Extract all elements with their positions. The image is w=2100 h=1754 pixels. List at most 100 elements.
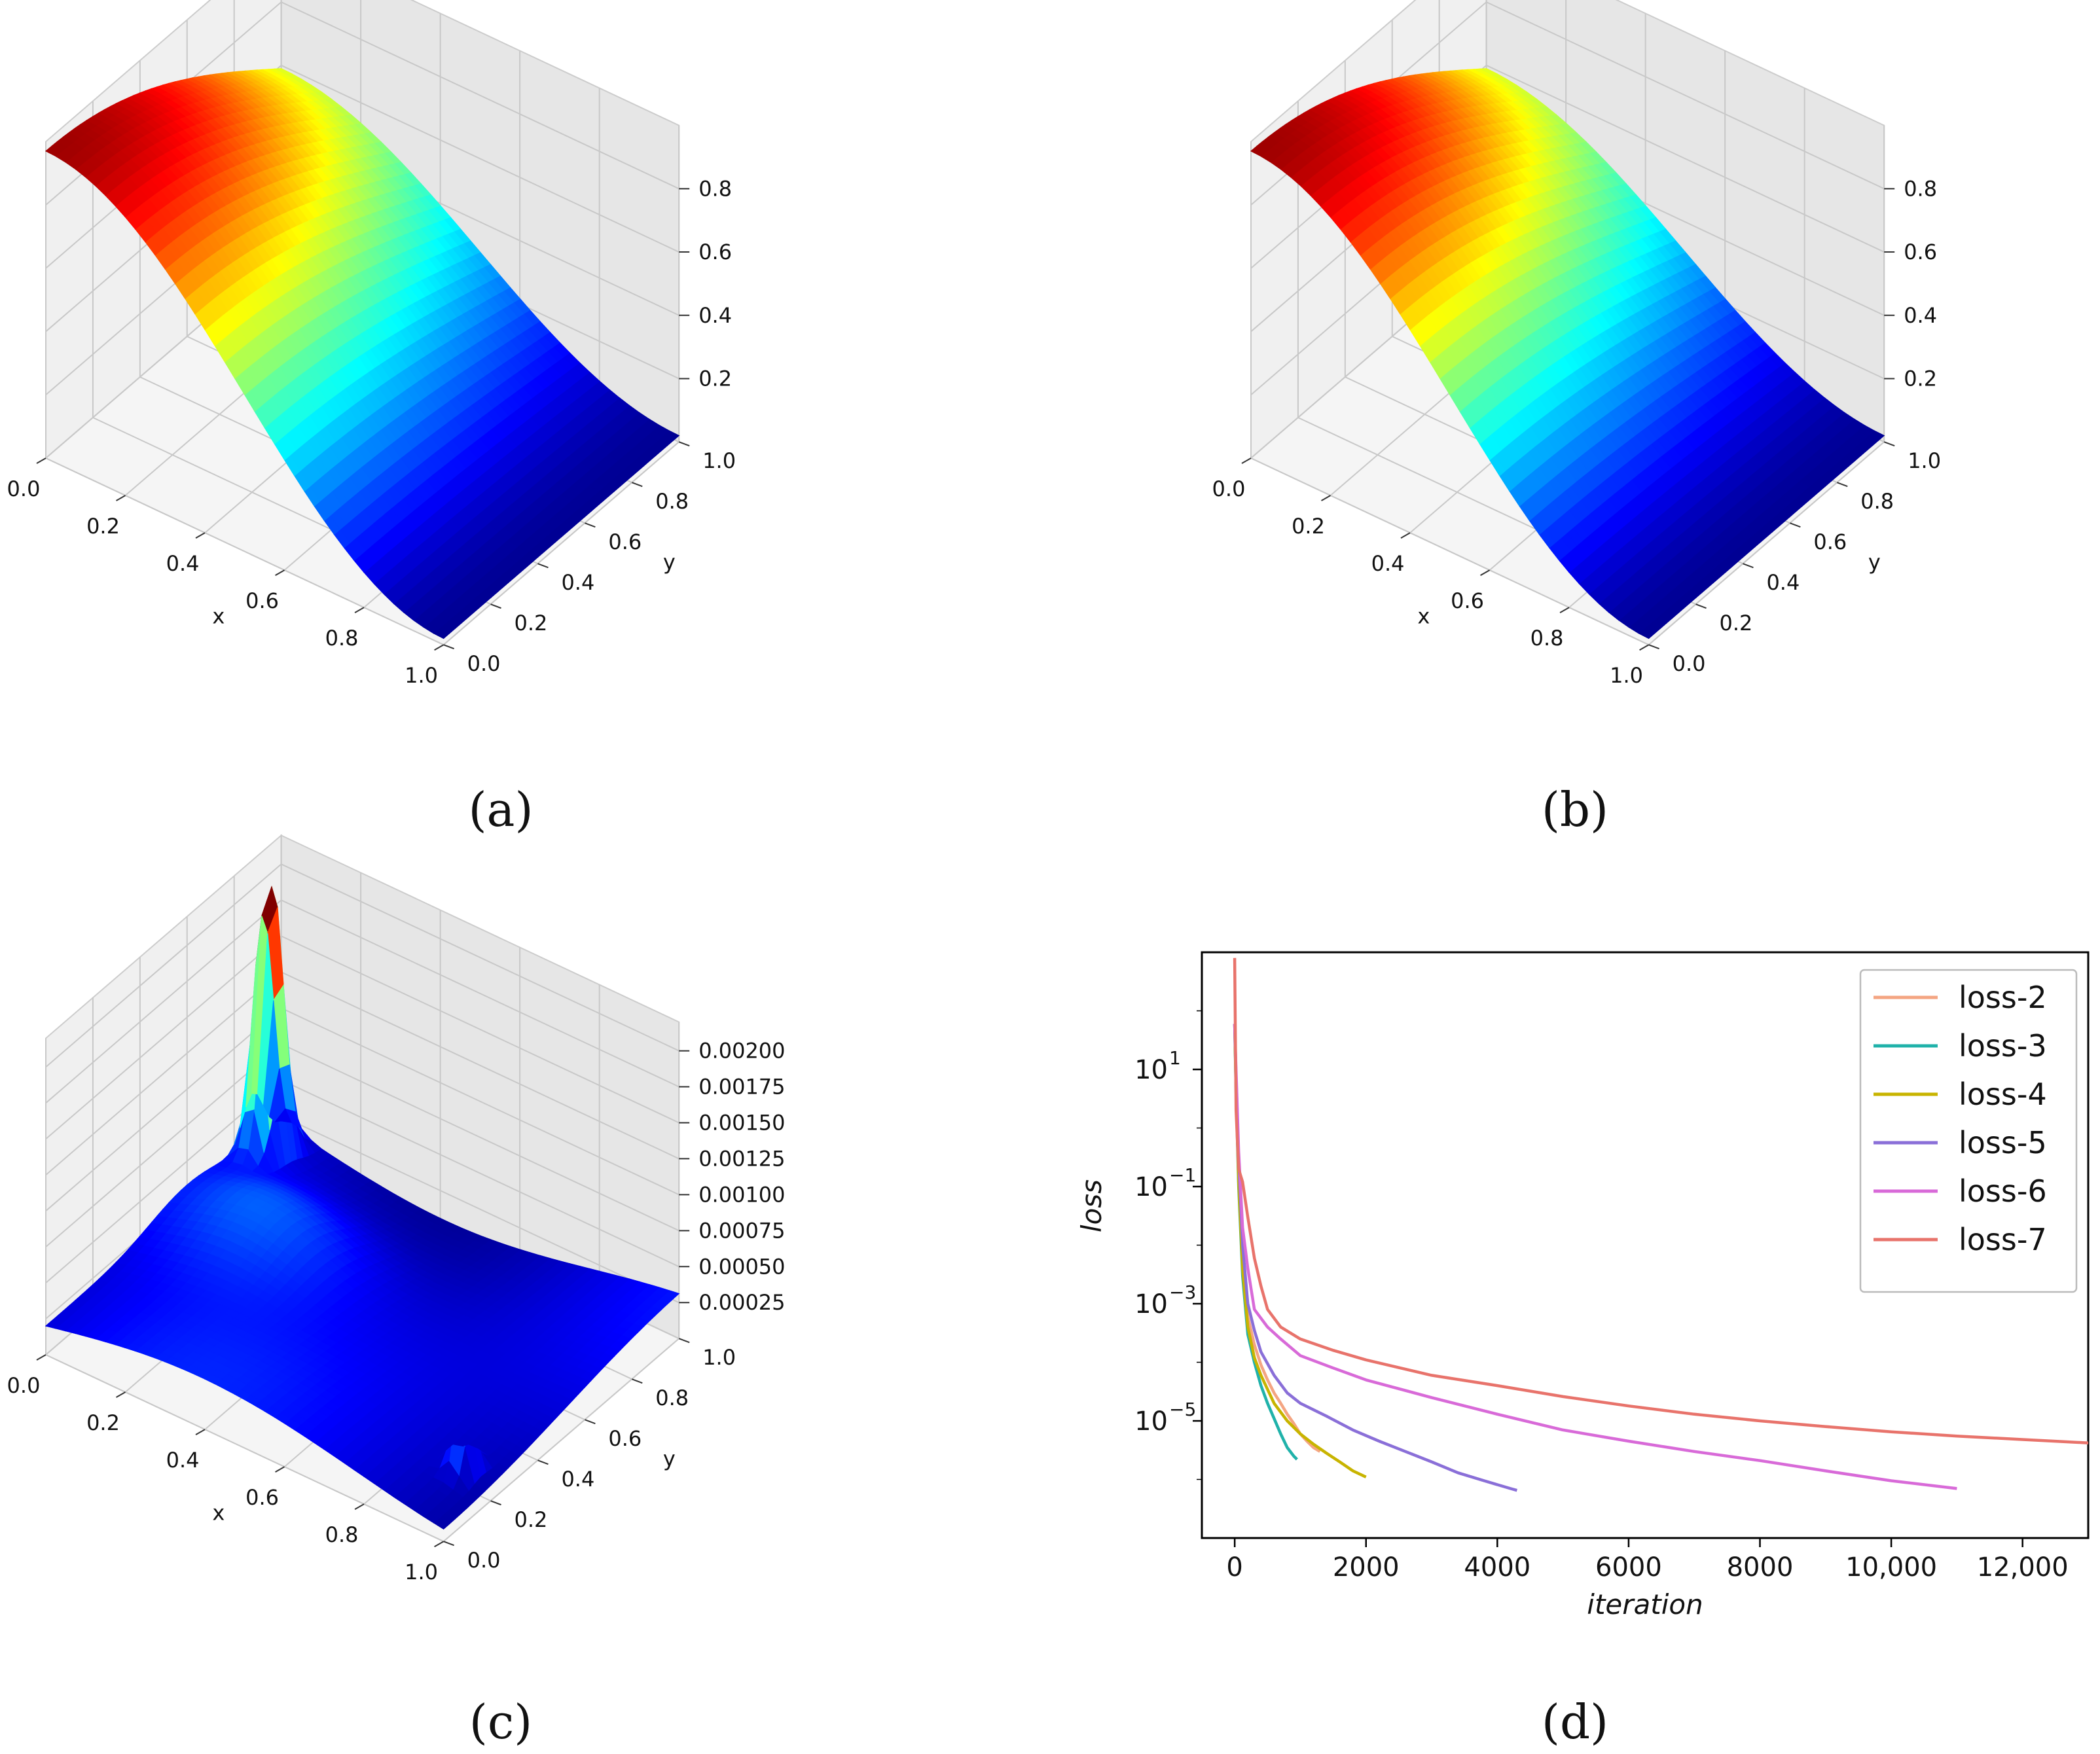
- x-tick-label: 0.8: [1530, 626, 1564, 651]
- surface-facet: [1479, 68, 1498, 75]
- y-tick-mark: [1648, 644, 1659, 650]
- x-tick-label: 0: [1226, 1552, 1242, 1583]
- y-tick-label: 0.2: [1720, 611, 1753, 635]
- y-tick-label: 1.0: [702, 448, 736, 473]
- surface: [1250, 68, 1885, 639]
- y-tick-exponent: −1: [1169, 1164, 1196, 1186]
- y-tick-label: 10: [1134, 1172, 1168, 1202]
- z-tick-label: 0.2: [698, 366, 732, 391]
- y-tick-label: 0.4: [561, 1467, 594, 1492]
- x-tick-label: 0.2: [1292, 514, 1325, 539]
- y-tick-mark: [1883, 441, 1895, 447]
- x-tick-label: 6000: [1595, 1552, 1662, 1583]
- y-tick-mark: [1743, 563, 1754, 569]
- gridline-z: [45, 863, 679, 1068]
- x-tick-label: 0.8: [325, 1522, 359, 1547]
- y-tick-mark: [585, 1419, 596, 1425]
- y-tick-mark: [1836, 482, 1848, 488]
- y-axis-label: y: [663, 1446, 676, 1471]
- z-tick-label: 0.6: [698, 240, 732, 264]
- surface-facet: [274, 1108, 292, 1123]
- y-tick-label: 0.6: [1813, 529, 1847, 554]
- x-tick-mark: [434, 644, 444, 651]
- surface: [45, 885, 680, 1530]
- y-tick-label: 0.2: [515, 1507, 548, 1532]
- x-tick-label: 0.6: [245, 588, 279, 613]
- x-tick-mark: [275, 1466, 285, 1473]
- z-tick-label: 0.00175: [698, 1075, 785, 1100]
- y-tick-label: 0.8: [655, 1386, 689, 1410]
- y-tick-mark: [443, 644, 454, 650]
- z-tick-label: 0.6: [1904, 240, 1937, 264]
- y-tick-mark: [1790, 522, 1801, 528]
- y-tick-mark: [443, 1541, 454, 1547]
- z-tick-label: 0.00025: [698, 1290, 785, 1315]
- z-tick-label: 0.2: [1904, 366, 1937, 391]
- z-tick-label: 0.4: [698, 303, 732, 328]
- x-axis-label: x: [212, 604, 225, 629]
- y-tick-label: 0.0: [467, 1548, 501, 1573]
- z-tick-label: 0.4: [1904, 303, 1937, 328]
- x-tick-mark: [36, 457, 46, 464]
- z-tick-label: 0.8: [1904, 176, 1937, 201]
- x-tick-label: 0.4: [166, 1448, 200, 1473]
- y-tick-mark: [537, 563, 549, 569]
- panel-a-surface-plot: 0.00.20.40.60.81.0x0.00.20.40.60.81.0y0.…: [7, 0, 736, 688]
- gridline-z: [45, 935, 679, 1140]
- z-tick-label: 0.00075: [698, 1218, 785, 1243]
- z-tick-label: 0.00200: [698, 1039, 785, 1064]
- y-tick-mark: [1695, 603, 1707, 609]
- y-tick-label: 0.6: [608, 529, 642, 554]
- x-tick-mark: [116, 1391, 126, 1398]
- y-tick-label: 10: [1134, 1055, 1168, 1085]
- y-tick-label: 0.4: [1766, 570, 1800, 595]
- x-tick-label: 0.0: [1212, 476, 1246, 501]
- y-tick-mark: [585, 522, 596, 528]
- x-tick-mark: [36, 1354, 46, 1361]
- y-tick-label: 0.8: [655, 489, 689, 514]
- surface: [45, 68, 680, 639]
- x-tick-label: 4000: [1464, 1552, 1530, 1583]
- y-tick-mark: [678, 1338, 690, 1344]
- x-tick-mark: [275, 569, 285, 576]
- z-tick-label: 0.00050: [698, 1254, 785, 1279]
- x-axis-label: x: [1417, 604, 1430, 629]
- gridline-z: [45, 899, 679, 1104]
- x-tick-mark: [1321, 495, 1331, 501]
- y-axis-label: y: [663, 550, 676, 575]
- x-tick-mark: [1639, 644, 1650, 651]
- z-tick-label: 0.8: [698, 176, 732, 201]
- x-tick-label: 0.4: [1371, 551, 1405, 576]
- y-tick-mark: [490, 603, 501, 609]
- y-tick-mark: [537, 1459, 549, 1465]
- y-tick-label: 0.8: [1860, 489, 1894, 514]
- y-tick-label: 1.0: [1908, 448, 1941, 473]
- x-tick-label: 0.4: [166, 551, 200, 576]
- y-tick-label: 0.2: [515, 611, 548, 635]
- x-tick-mark: [354, 607, 365, 614]
- panel-c-error-surface-plot: 0.00.20.40.60.81.0x0.00.20.40.60.81.0y0.…: [7, 834, 786, 1584]
- x-tick-label: 10,000: [1845, 1552, 1937, 1583]
- x-tick-mark: [1559, 607, 1570, 614]
- y-tick-exponent: 1: [1169, 1047, 1181, 1069]
- x-tick-mark: [195, 532, 206, 539]
- x-tick-label: 12,000: [1977, 1552, 2069, 1583]
- x-tick-label: 1.0: [1610, 663, 1643, 688]
- x-tick-mark: [116, 495, 126, 501]
- z-tick-label: 0.00150: [698, 1110, 785, 1135]
- y-tick-label: 0.6: [608, 1426, 642, 1451]
- x-tick-label: 0.8: [325, 626, 359, 651]
- x-tick-mark: [1480, 569, 1491, 576]
- y-tick-label: 1.0: [702, 1345, 736, 1370]
- x-tick-label: 0.0: [7, 476, 41, 501]
- y-tick-label: 0.0: [467, 651, 501, 676]
- y-tick-label: 0.4: [561, 570, 594, 595]
- x-tick-label: 0.6: [245, 1485, 279, 1510]
- x-tick-label: 1.0: [405, 1560, 438, 1584]
- x-tick-mark: [354, 1503, 365, 1511]
- y-tick-mark: [631, 1378, 643, 1384]
- panel-b-surface-plot: 0.00.20.40.60.81.0x0.00.20.40.60.81.0y0.…: [1212, 0, 1941, 688]
- z-tick-label: 0.00100: [698, 1182, 785, 1207]
